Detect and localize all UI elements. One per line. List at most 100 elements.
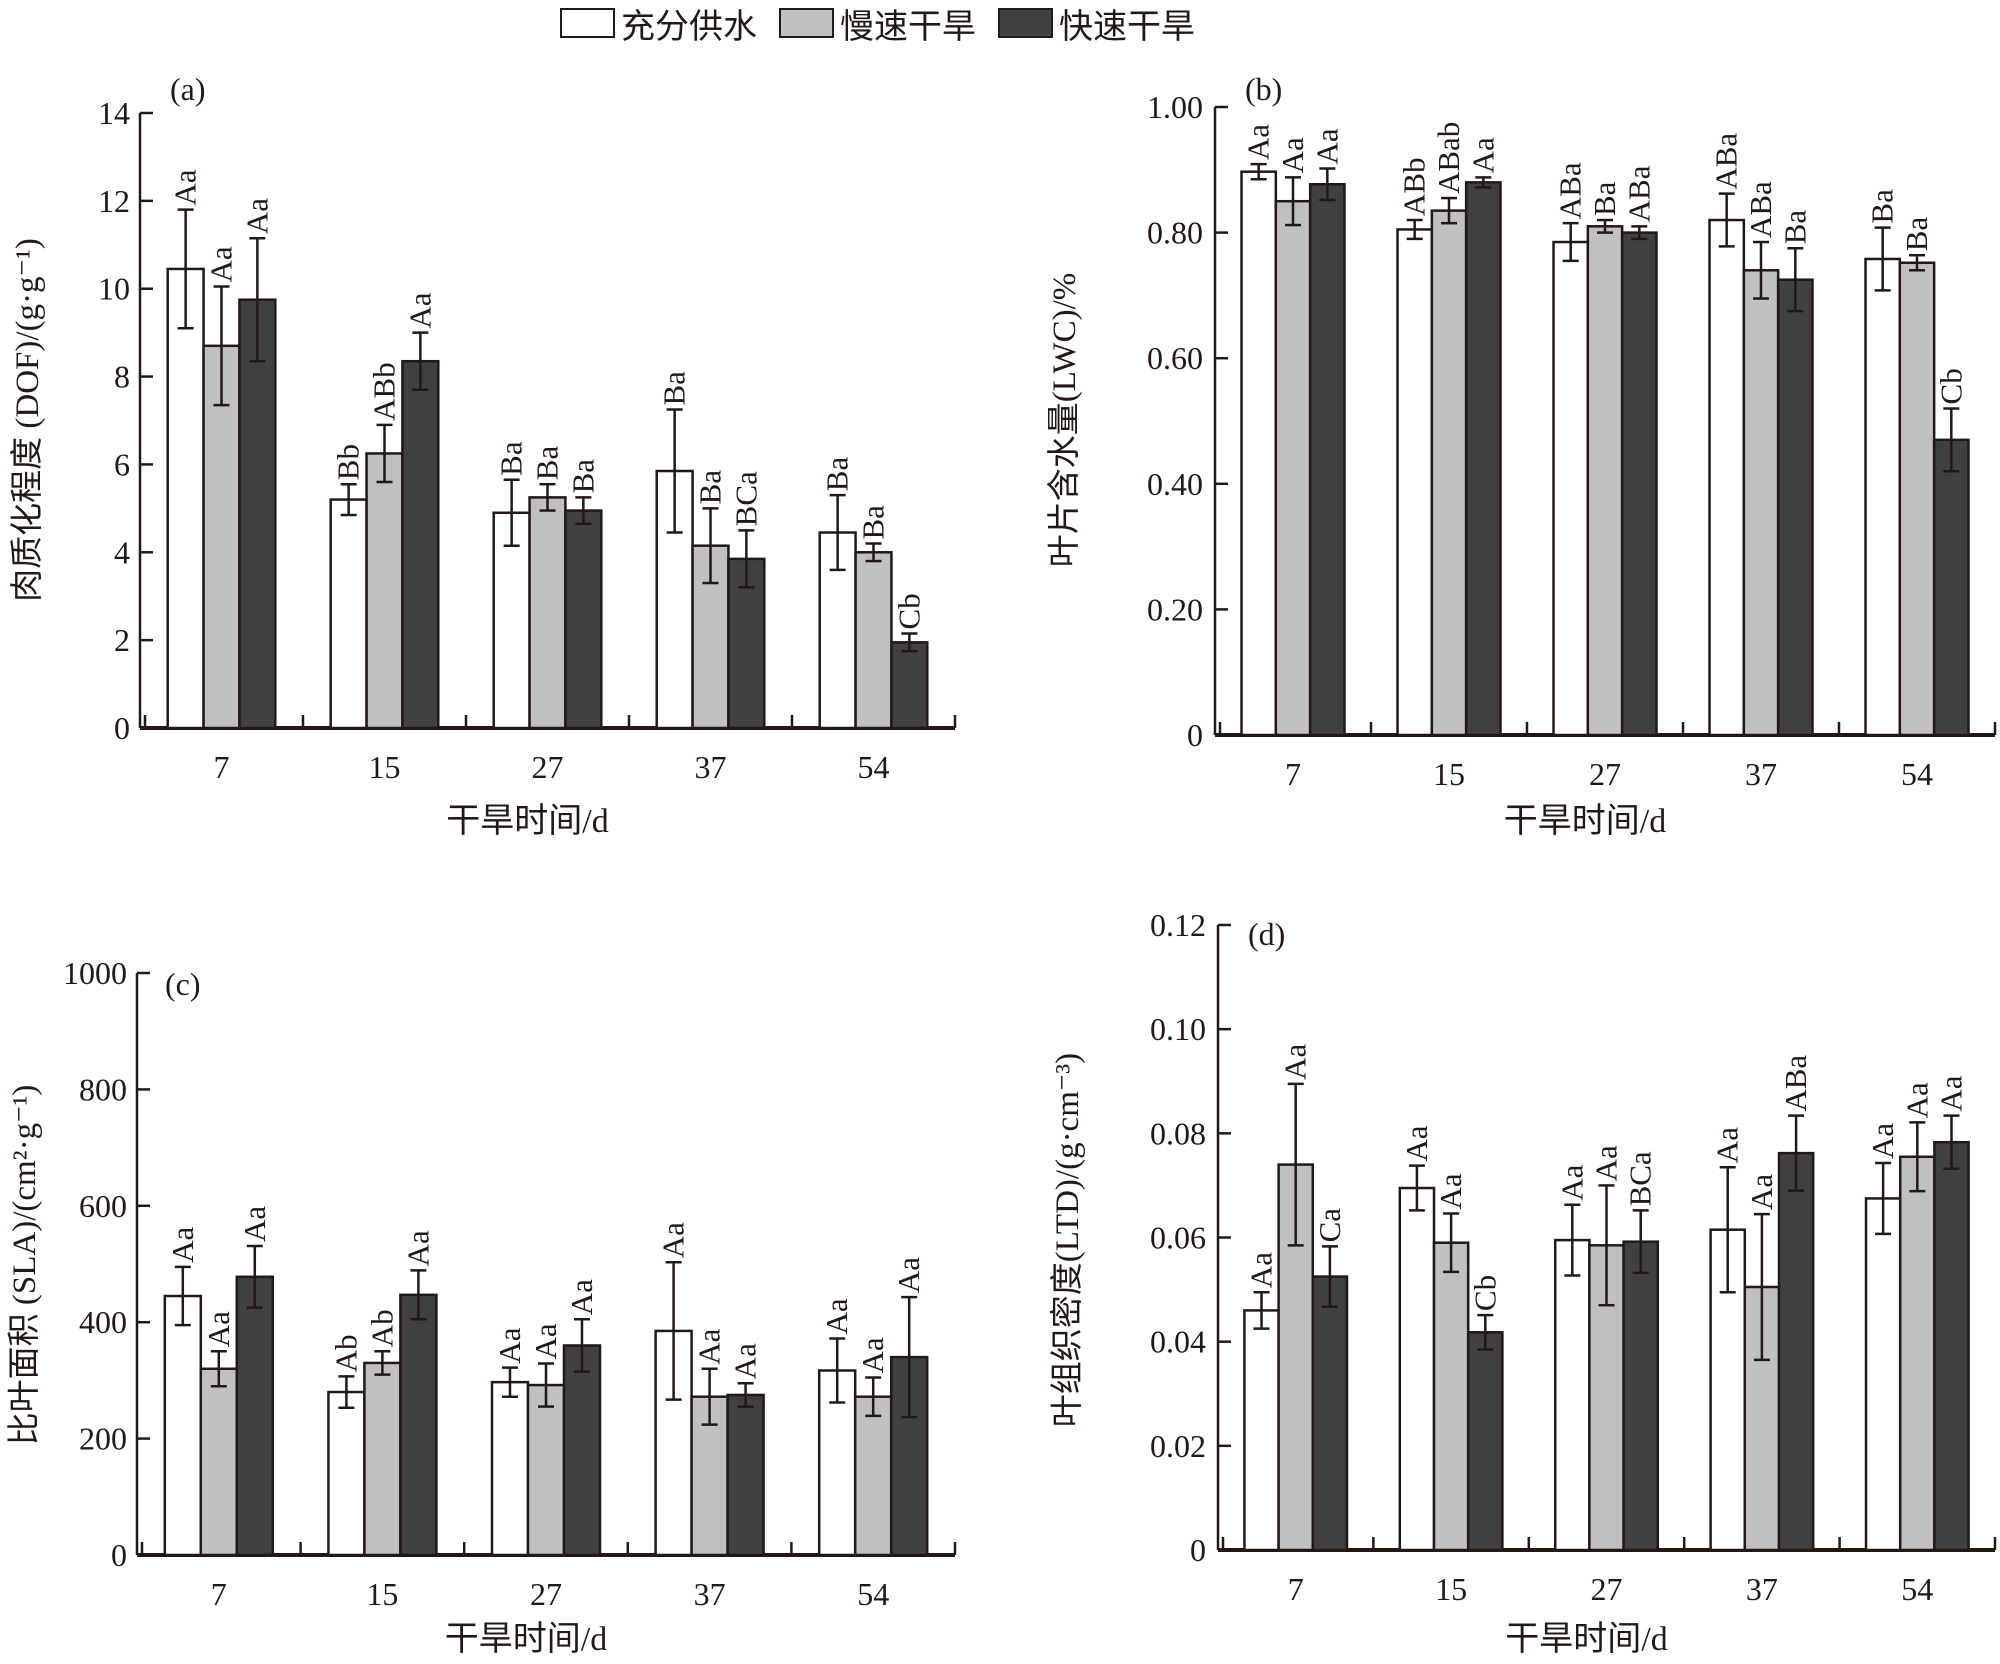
x-tick-label: 37 xyxy=(694,1576,726,1612)
y-tick-label: 0 xyxy=(1187,717,1203,753)
bar xyxy=(1898,261,1936,737)
legend: 充分供水 慢速干旱 快速干旱 xyxy=(560,2,1195,46)
significance-label: Aa xyxy=(400,1230,435,1266)
significance-label: ABab xyxy=(1431,122,1466,194)
significance-label: ABa xyxy=(1621,165,1656,222)
y-tick-label: 0 xyxy=(114,710,130,746)
significance-label: Ba xyxy=(565,459,600,494)
panel-label: (a) xyxy=(170,71,206,107)
significance-label: Aa xyxy=(1241,124,1276,160)
significance-label: Aa xyxy=(1865,1123,1900,1159)
significance-label: Aa xyxy=(692,1328,727,1364)
bar xyxy=(163,1294,203,1557)
significance-label: Aa xyxy=(204,246,239,282)
y-tick-label: 800 xyxy=(79,1071,127,1107)
significance-label: Ab xyxy=(364,1309,399,1347)
bar xyxy=(1622,1240,1660,1552)
significance-label: Aa xyxy=(201,1311,236,1347)
x-tick-label: 37 xyxy=(1746,1571,1778,1607)
legend-swatch xyxy=(998,8,1053,38)
bar xyxy=(365,452,404,730)
bar xyxy=(1586,225,1624,737)
significance-label: Aa xyxy=(819,1298,854,1334)
y-tick-label: 0.06 xyxy=(1150,1220,1206,1256)
bar xyxy=(1553,1238,1591,1552)
significance-label: ABa xyxy=(1743,181,1778,238)
significance-label: Aa xyxy=(1399,1125,1434,1161)
significance-label: Aa xyxy=(1744,1174,1779,1210)
bar xyxy=(1933,1140,1970,1552)
y-tick-label: 0.12 xyxy=(1150,907,1206,943)
significance-label: Ba xyxy=(856,505,891,540)
x-axis-title: 干旱时间/d xyxy=(1504,803,1666,840)
legend-item-full-water: 充分供水 xyxy=(560,0,757,48)
bar xyxy=(1898,1155,1936,1552)
significance-label: Aa xyxy=(564,1279,599,1315)
y-tick-label: 0.40 xyxy=(1147,466,1203,502)
significance-label: Ba xyxy=(1865,189,1900,224)
significance-label: Aa xyxy=(237,1206,272,1242)
bar xyxy=(1777,1151,1815,1552)
bar xyxy=(1620,231,1658,737)
bar xyxy=(890,641,929,730)
y-tick-label: 8 xyxy=(114,359,130,395)
bar xyxy=(854,551,893,730)
y-axis-title: 叶片含水量(LWC)/% xyxy=(1046,273,1083,568)
bar xyxy=(401,359,440,730)
bar xyxy=(526,1383,566,1557)
bar xyxy=(1742,269,1780,737)
significance-label: Ba xyxy=(494,441,529,476)
bar xyxy=(1932,438,1970,737)
legend-swatch xyxy=(779,8,834,38)
y-tick-label: 0.80 xyxy=(1147,215,1203,251)
legend-label: 慢速干旱 xyxy=(840,8,976,46)
significance-label: Aa xyxy=(1465,137,1500,173)
bar xyxy=(399,1293,438,1557)
significance-label: Aa xyxy=(1275,137,1310,173)
x-tick-label: 37 xyxy=(1745,756,1777,792)
bar xyxy=(1274,199,1312,737)
significance-label: Aa xyxy=(1554,1164,1589,1200)
significance-label: Ba xyxy=(1899,217,1934,252)
y-tick-label: 0.20 xyxy=(1147,591,1203,627)
significance-label: Aa xyxy=(1710,1127,1745,1163)
legend-item-fast-drought: 快速干旱 xyxy=(998,0,1195,48)
y-tick-label: 0 xyxy=(1190,1532,1206,1568)
significance-label: Cb xyxy=(1933,368,1968,404)
significance-label: Aa xyxy=(1278,1043,1313,1079)
x-tick-label: 15 xyxy=(1435,1571,1467,1607)
significance-label: Aa xyxy=(239,198,274,234)
y-tick-label: 14 xyxy=(98,95,130,131)
significance-label: Ba xyxy=(1587,181,1622,216)
panel-label: (d) xyxy=(1248,916,1285,952)
y-tick-label: 0.04 xyxy=(1150,1324,1206,1360)
bar xyxy=(363,1361,402,1557)
significance-label: Aa xyxy=(891,1257,926,1293)
x-tick-label: 37 xyxy=(695,749,727,785)
x-axis-title: 干旱时间/d xyxy=(446,803,608,840)
significance-label: Aa xyxy=(402,292,437,328)
bar xyxy=(1398,1186,1436,1552)
significance-label: Aa xyxy=(656,1222,691,1258)
bar xyxy=(202,344,241,730)
bar xyxy=(564,509,603,730)
significance-label: Aa xyxy=(1433,1173,1468,1209)
x-tick-label: 54 xyxy=(857,1576,889,1612)
y-axis-title: 比叶面积 (SLA)/(cm²·g⁻¹) xyxy=(7,1085,43,1446)
significance-label: Aa xyxy=(168,169,203,205)
panel-label: (c) xyxy=(165,966,201,1002)
significance-label: Aa xyxy=(1309,128,1344,164)
bar xyxy=(199,1367,239,1557)
significance-label: Ba xyxy=(657,371,692,406)
legend-swatch xyxy=(560,8,615,38)
bar xyxy=(528,496,567,730)
significance-label: Aa xyxy=(528,1323,563,1359)
y-tick-label: 0.08 xyxy=(1150,1115,1206,1151)
x-tick-label: 15 xyxy=(1433,756,1465,792)
bar xyxy=(1864,257,1902,737)
significance-label: Cb xyxy=(891,593,926,629)
bar xyxy=(1466,1331,1504,1552)
y-tick-label: 0 xyxy=(111,1537,127,1573)
y-tick-label: 400 xyxy=(79,1304,127,1340)
bar xyxy=(1240,170,1278,737)
